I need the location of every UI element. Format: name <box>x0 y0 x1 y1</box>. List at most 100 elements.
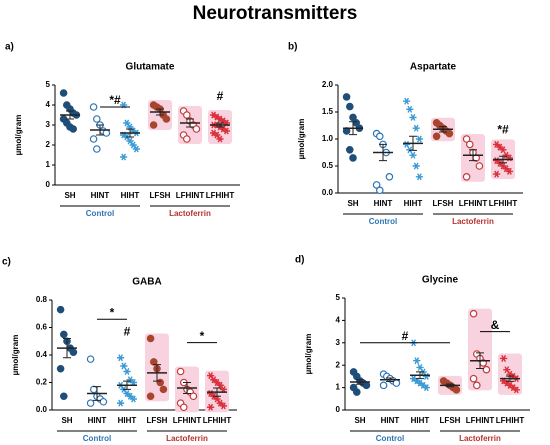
data-point <box>146 334 155 343</box>
data-point <box>349 154 357 162</box>
x-tick-label: SH <box>354 416 365 425</box>
data-point <box>475 162 484 170</box>
data-point <box>120 153 128 161</box>
y-tick-label: 1.0 <box>322 134 334 143</box>
x-tick-label: LFSH <box>440 416 461 425</box>
x-tick-label: HINT <box>381 416 400 425</box>
data-point <box>385 173 394 181</box>
y-tick-label: 1 <box>336 383 341 392</box>
x-tick-label: LFHIHT <box>206 191 235 200</box>
annotation: * <box>110 305 115 319</box>
sem-bar <box>63 338 71 359</box>
panel-label: c) <box>2 257 11 268</box>
y-tick-label: 1.5 <box>322 107 334 116</box>
group-label: Control <box>376 434 404 443</box>
data-point <box>415 173 423 181</box>
data-point <box>86 399 95 407</box>
data-point <box>412 162 420 170</box>
data-point <box>493 170 501 178</box>
sem-bar <box>469 149 477 162</box>
data-point <box>482 365 491 374</box>
data-point <box>56 305 65 314</box>
x-tick-label: SH <box>61 416 72 425</box>
y-tick-label: 2.0 <box>322 80 334 89</box>
group-label: Control <box>86 209 114 218</box>
panel-label: a) <box>5 42 14 53</box>
group-label: Lactoferrin <box>166 434 208 443</box>
data-point <box>379 381 388 390</box>
data-point <box>59 89 68 97</box>
data-point <box>219 402 227 410</box>
data-point <box>222 127 230 135</box>
data-point <box>59 330 68 339</box>
sem-bar <box>416 371 424 380</box>
sem-bar <box>183 382 191 394</box>
data-point <box>183 135 191 143</box>
y-tick-label: 0.8 <box>36 295 48 304</box>
sem-bar <box>476 352 484 370</box>
x-tick-label: HIHT <box>411 416 430 425</box>
data-point <box>500 355 508 362</box>
data-point <box>469 309 478 318</box>
x-tick-label: HINT <box>91 191 110 200</box>
data-point <box>180 403 188 412</box>
data-point <box>89 135 98 143</box>
data-point <box>462 173 471 181</box>
data-point <box>432 132 441 141</box>
sem-bar <box>213 387 221 397</box>
data-point <box>207 372 215 380</box>
chart-title: Aspartate <box>410 62 457 73</box>
data-point <box>93 145 101 153</box>
data-point <box>86 355 95 363</box>
data-point <box>213 131 221 139</box>
data-point <box>150 358 158 366</box>
x-tick-label: SH <box>347 199 358 208</box>
y-tick-label: 0.0 <box>36 405 48 414</box>
sem-bar <box>96 124 104 136</box>
data-point <box>375 132 384 141</box>
data-point <box>126 137 134 145</box>
x-tick-label: LFHIHT <box>489 199 518 208</box>
group-label: Lactoferrin <box>459 434 501 443</box>
data-point <box>117 399 125 407</box>
sem-bar <box>93 386 101 401</box>
data-point <box>413 357 421 365</box>
y-tick-label: 1 <box>46 160 51 169</box>
sem-bar <box>386 377 394 383</box>
x-tick-label: HIHT <box>121 191 140 200</box>
sem-bar <box>216 122 224 128</box>
data-point <box>422 372 430 380</box>
data-point <box>99 397 108 406</box>
data-point <box>349 113 357 122</box>
data-point <box>412 124 420 132</box>
data-point <box>102 129 111 137</box>
panel-label: b) <box>288 42 297 53</box>
data-point <box>123 368 131 375</box>
x-tick-label: HIHT <box>404 199 423 208</box>
data-point <box>93 115 101 123</box>
chart-title: Glycine <box>422 275 459 286</box>
data-point <box>216 381 224 389</box>
y-tick-label: 0 <box>336 405 341 414</box>
sem-bar <box>349 121 357 136</box>
y-tick-label: 3 <box>46 120 51 129</box>
data-point <box>192 125 201 133</box>
sem-bar <box>379 143 387 162</box>
data-point <box>406 105 414 113</box>
data-point <box>352 388 361 396</box>
annotation: *# <box>109 93 121 107</box>
data-point <box>123 119 131 127</box>
x-tick-label: LFHINT <box>466 416 495 425</box>
data-point <box>156 378 165 387</box>
data-point <box>415 135 423 143</box>
data-point <box>505 167 513 175</box>
panel-label: d) <box>295 255 304 266</box>
data-point <box>403 140 411 148</box>
data-point <box>162 115 171 123</box>
group-label: Lactoferrin <box>452 217 494 226</box>
x-tick-label: LFHIHT <box>496 416 525 425</box>
sem-bar <box>439 126 447 133</box>
data-point <box>345 102 354 111</box>
y-tick-label: 0.2 <box>36 378 48 387</box>
